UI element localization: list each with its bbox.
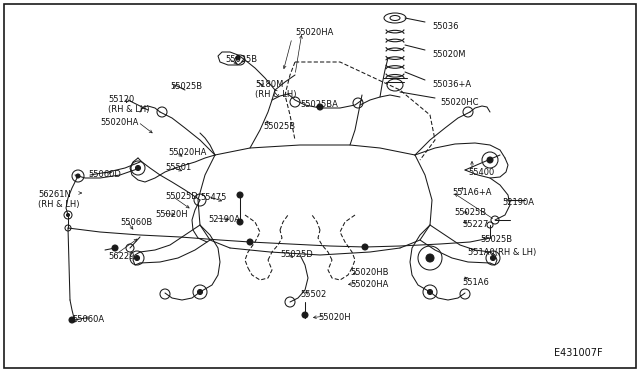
Circle shape (317, 104, 323, 110)
Circle shape (426, 254, 434, 262)
Text: 55020HA: 55020HA (350, 280, 388, 289)
Text: 55036+A: 55036+A (432, 80, 471, 89)
Text: 55020HA: 55020HA (295, 28, 333, 37)
Text: 5180M
(RH & LH): 5180M (RH & LH) (255, 80, 296, 99)
Text: 55025D: 55025D (280, 250, 313, 259)
Circle shape (237, 192, 243, 198)
Text: 55400: 55400 (468, 168, 494, 177)
Text: 55475: 55475 (200, 193, 227, 202)
Circle shape (362, 244, 368, 250)
Circle shape (112, 245, 118, 251)
Circle shape (69, 317, 75, 323)
Circle shape (302, 312, 308, 318)
Text: 55025B: 55025B (263, 122, 295, 131)
Text: E431007F: E431007F (554, 348, 603, 358)
Text: 55120
(RH & LH): 55120 (RH & LH) (108, 95, 150, 115)
Text: 55025B: 55025B (225, 55, 257, 64)
Circle shape (487, 157, 493, 163)
Text: 55020HB: 55020HB (350, 268, 388, 277)
Circle shape (76, 174, 80, 178)
Circle shape (67, 214, 70, 217)
Circle shape (237, 219, 243, 225)
Circle shape (236, 56, 240, 60)
Text: 551A6+A: 551A6+A (452, 188, 492, 197)
Circle shape (428, 289, 433, 295)
Text: 55020M: 55020M (432, 50, 465, 59)
Text: 52190A: 52190A (208, 215, 240, 224)
Circle shape (490, 256, 495, 260)
Circle shape (134, 256, 140, 260)
Text: 55502: 55502 (300, 290, 326, 299)
Text: 55060A: 55060A (72, 315, 104, 324)
Text: 55060B: 55060B (120, 218, 152, 227)
Text: 55020HA: 55020HA (100, 118, 138, 127)
Text: 55020HC: 55020HC (440, 98, 479, 107)
Text: 55025B: 55025B (480, 235, 512, 244)
Text: 55025BA: 55025BA (300, 100, 338, 109)
Text: 52190A: 52190A (502, 198, 534, 207)
Text: 55227: 55227 (462, 220, 488, 229)
Text: 55020HA: 55020HA (168, 148, 206, 157)
Circle shape (247, 239, 253, 245)
Text: 551A0(RH & LH): 551A0(RH & LH) (468, 248, 536, 257)
Text: 55025B: 55025B (454, 208, 486, 217)
Text: 551A6: 551A6 (462, 278, 489, 287)
Text: 56261N
(RH & LH): 56261N (RH & LH) (38, 190, 79, 209)
Circle shape (198, 289, 202, 295)
Text: 55060D: 55060D (88, 170, 121, 179)
Text: 55020H: 55020H (155, 210, 188, 219)
Circle shape (136, 166, 141, 170)
Text: 55025D: 55025D (165, 192, 198, 201)
Text: 55501: 55501 (165, 163, 191, 172)
Text: 55036: 55036 (432, 22, 458, 31)
Text: 56229: 56229 (108, 252, 134, 261)
Text: 55025B: 55025B (170, 82, 202, 91)
Text: 55020H: 55020H (318, 313, 351, 322)
